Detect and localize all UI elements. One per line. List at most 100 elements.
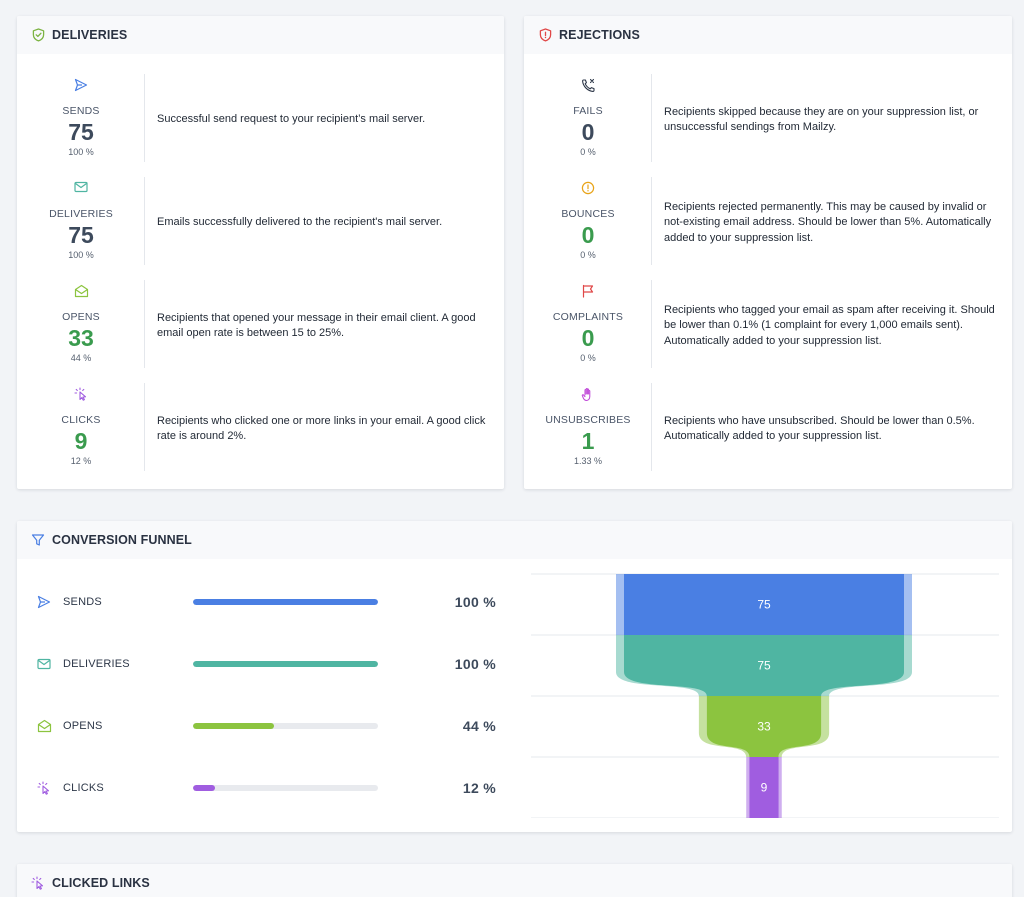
clicked-links-header: CLICKED LINKS [17, 864, 1012, 897]
stat-description: Recipients who clicked one or more links… [157, 414, 486, 443]
clicked-links-title: CLICKED LINKS [52, 876, 150, 890]
stat-percent: 0 % [580, 353, 596, 363]
funnel-label: SENDS [63, 596, 102, 608]
stat-percent: 44 % [70, 353, 92, 363]
funnel-value-label: 9 [761, 781, 768, 795]
cursor-click-icon [36, 780, 52, 796]
funnel-label: OPENS [63, 720, 103, 732]
funnel-label: CLICKS [63, 782, 104, 794]
funnel-value-label: 75 [757, 598, 771, 612]
hand-icon [524, 387, 652, 403]
stat-row-clicks: CLICKS 9 12 % Recipients who clicked one… [17, 383, 504, 475]
stat-row-deliveries: DELIVERIES 75 100 % Emails successfully … [17, 177, 504, 269]
divider [144, 74, 145, 162]
stat-description: Recipients that opened your message in t… [157, 311, 476, 340]
stat-value: 0 [581, 119, 595, 145]
deliveries-title: DELIVERIES [52, 28, 128, 42]
progress-track [193, 723, 378, 729]
funnel-row-sends: SENDS 100 % [17, 590, 517, 614]
funnel-row-deliveries: DELIVERIES 100 % [17, 652, 517, 676]
stat-description: Recipients who have unsubscribed. Should… [664, 414, 975, 443]
shield-check-icon [30, 27, 46, 43]
stat-value: 1 [581, 428, 595, 454]
funnel-stage-clicks [749, 757, 779, 818]
funnel-percent: 44 % [462, 718, 496, 734]
stat-value: 75 [68, 222, 94, 248]
stat-percent: 1.33 % [573, 456, 603, 466]
stat-label: CLICKS [61, 414, 101, 426]
send-icon [36, 594, 52, 610]
progress-fill [193, 723, 275, 729]
rejections-header: REJECTIONS [524, 16, 1012, 54]
envelope-icon [36, 656, 52, 672]
divider [144, 280, 145, 368]
phone-x-icon [524, 78, 652, 94]
envelope-open-icon [17, 284, 145, 300]
stat-label: SENDS [62, 105, 100, 117]
send-icon [17, 78, 145, 94]
stat-percent: 100 % [68, 250, 94, 260]
stat-row-fails: FAILS 0 0 % Recipients skipped because t… [524, 74, 1012, 166]
funnel-value-label: 33 [757, 720, 771, 734]
stat-description: Recipients who tagged your email as spam… [664, 303, 995, 347]
stat-percent: 0 % [580, 250, 596, 260]
stat-row-opens: OPENS 33 44 % Recipients that opened you… [17, 280, 504, 372]
funnel-row-clicks: CLICKS 12 % [17, 776, 517, 800]
conversion-funnel-header: CONVERSION FUNNEL [17, 521, 1012, 559]
stat-description: Successful send request to your recipien… [157, 113, 426, 126]
progress-track [193, 785, 378, 791]
progress-fill [193, 599, 378, 605]
alert-circle-icon [524, 181, 652, 197]
stat-description: Recipients rejected permanently. This ma… [664, 200, 992, 244]
stat-percent: 100 % [68, 147, 94, 157]
rejections-title: REJECTIONS [559, 28, 640, 42]
funnel-stage-sends [624, 574, 904, 635]
funnel-percent: 100 % [454, 656, 496, 672]
shield-alert-icon [537, 27, 553, 43]
stat-label: OPENS [62, 311, 100, 323]
stat-row-complaints: COMPLAINTS 0 0 % Recipients who tagged y… [524, 280, 1012, 372]
cursor-click-icon [17, 387, 145, 403]
progress-track [193, 599, 378, 605]
stat-label: DELIVERIES [49, 208, 113, 220]
deliveries-header: DELIVERIES [17, 16, 504, 54]
deliveries-card: DELIVERIES SENDS 75 100 % Successful sen… [17, 16, 504, 489]
stat-value: 33 [68, 325, 94, 351]
conversion-funnel-title: CONVERSION FUNNEL [52, 533, 192, 547]
stat-label: UNSUBSCRIBES [545, 414, 631, 426]
divider [651, 74, 652, 162]
flag-icon [524, 284, 652, 300]
funnel-stage-opens [706, 696, 822, 757]
funnel-percent: 100 % [454, 594, 496, 610]
stat-label: COMPLAINTS [552, 311, 624, 323]
stat-value: 9 [74, 428, 88, 454]
envelope-open-icon [36, 718, 52, 734]
stat-row-unsubscribes: UNSUBSCRIBES 1 1.33 % Recipients who hav… [524, 383, 1012, 475]
divider [144, 177, 145, 265]
stat-label: FAILS [573, 105, 603, 117]
divider [651, 280, 652, 368]
progress-fill [193, 661, 378, 667]
stat-value: 0 [581, 325, 595, 351]
stat-row-bounces: BOUNCES 0 0 % Recipients rejected perman… [524, 177, 1012, 269]
progress-track [193, 661, 378, 667]
rejections-card: REJECTIONS FAILS 0 0 % Recipients skippe… [524, 16, 1012, 489]
stat-description: Emails successfully delivered to the rec… [157, 216, 443, 229]
cursor-click-icon [30, 875, 46, 891]
stat-value: 0 [581, 222, 595, 248]
conversion-funnel-card: CONVERSION FUNNEL SENDS 100 % DELIVERIES… [17, 521, 1012, 832]
funnel-row-opens: OPENS 44 % [17, 714, 517, 738]
divider [144, 383, 145, 471]
progress-fill [193, 785, 216, 791]
divider [651, 383, 652, 471]
envelope-icon [17, 181, 145, 197]
funnel-percent: 12 % [462, 780, 496, 796]
stat-label: BOUNCES [561, 208, 615, 220]
funnel-stage-deliveries [624, 635, 904, 696]
stat-row-sends: SENDS 75 100 % Successful send request t… [17, 74, 504, 166]
funnel-chart: 75 75 33 9 [531, 573, 999, 818]
clicked-links-card: CLICKED LINKS [17, 864, 1012, 897]
funnel-value-label: 75 [757, 659, 771, 673]
stat-percent: 0 % [580, 147, 596, 157]
stat-value: 75 [68, 119, 94, 145]
